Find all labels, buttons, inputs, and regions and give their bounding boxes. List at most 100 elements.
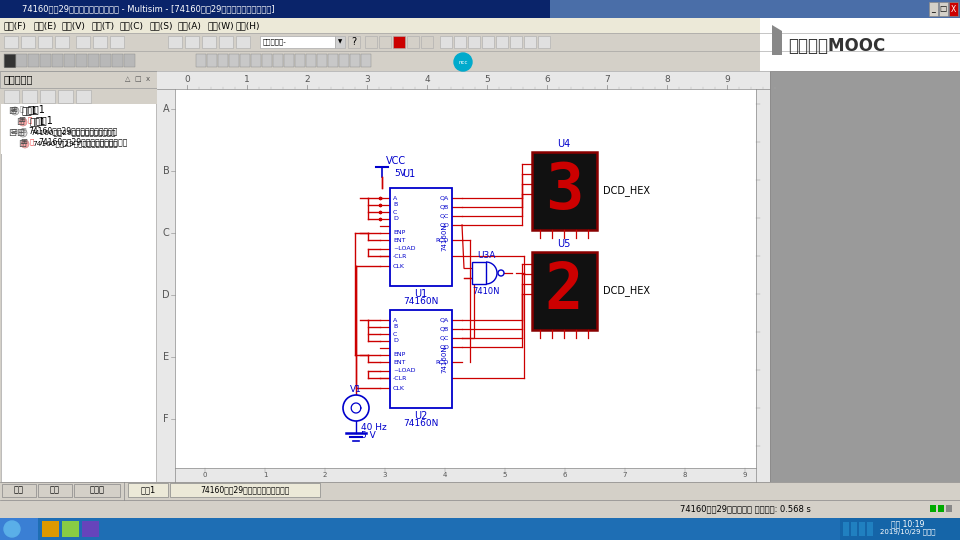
- Text: 74160组成29进制计数器（清零法）: 74160组成29进制计数器（清零法）: [32, 141, 117, 147]
- Text: 设计工具箱: 设计工具箱: [4, 74, 34, 84]
- Bar: [157, 89, 175, 482]
- Text: 74160N: 74160N: [441, 345, 447, 373]
- Bar: [468, 36, 480, 48]
- Text: 2019/10/29 星期二: 2019/10/29 星期二: [880, 529, 936, 535]
- Bar: [949, 2, 958, 16]
- Circle shape: [21, 140, 29, 148]
- Text: A: A: [393, 195, 397, 200]
- Text: ENT: ENT: [393, 238, 405, 242]
- Bar: [482, 36, 494, 48]
- Text: 电路1: 电路1: [140, 485, 156, 495]
- Text: QC: QC: [440, 335, 449, 341]
- Bar: [0, 0, 550, 18]
- Text: F: F: [163, 414, 169, 424]
- Bar: [0, 518, 38, 540]
- Bar: [38, 36, 52, 48]
- Text: QD: QD: [439, 345, 449, 349]
- Bar: [76, 54, 87, 67]
- Text: ⊞: ⊞: [20, 138, 27, 146]
- Bar: [0, 500, 960, 518]
- Bar: [851, 522, 857, 536]
- Text: 9: 9: [743, 472, 747, 478]
- Bar: [157, 71, 770, 482]
- Bar: [218, 54, 228, 67]
- Bar: [328, 54, 338, 67]
- Text: 5: 5: [503, 472, 507, 478]
- Text: 窗口(W): 窗口(W): [207, 22, 233, 30]
- Text: B: B: [393, 325, 397, 329]
- Text: 7: 7: [604, 76, 610, 84]
- Text: DCD_HEX: DCD_HEX: [603, 286, 650, 296]
- Bar: [4, 36, 18, 48]
- Bar: [510, 36, 522, 48]
- Text: 中国大学MOOC: 中国大学MOOC: [788, 37, 885, 55]
- Text: QC: QC: [440, 213, 449, 219]
- Circle shape: [454, 53, 472, 71]
- Text: △: △: [126, 76, 131, 82]
- Text: 3: 3: [364, 76, 370, 84]
- Text: 信息(S): 信息(S): [149, 22, 173, 30]
- Bar: [946, 505, 952, 512]
- Text: 工具(T): 工具(T): [91, 22, 114, 30]
- Bar: [390, 310, 452, 408]
- Bar: [0, 71, 157, 88]
- Bar: [110, 36, 124, 48]
- Bar: [4, 90, 19, 103]
- Bar: [128, 483, 168, 497]
- Circle shape: [19, 129, 27, 137]
- Bar: [16, 54, 27, 67]
- Bar: [538, 36, 550, 48]
- Text: 8: 8: [683, 472, 687, 478]
- Text: 1: 1: [263, 472, 267, 478]
- Text: 电路1: 电路1: [22, 106, 38, 116]
- Text: ⊞: ⊞: [18, 139, 26, 149]
- Bar: [295, 54, 305, 67]
- Text: 使用纸元件-: 使用纸元件-: [263, 39, 287, 45]
- Text: ENP: ENP: [393, 231, 405, 235]
- Text: 2: 2: [544, 260, 584, 322]
- Text: 转移(A): 转移(A): [178, 22, 202, 30]
- Text: ?: ?: [351, 37, 356, 47]
- Bar: [524, 36, 536, 48]
- Bar: [284, 54, 294, 67]
- Text: 74160组成29进制计数器（清零法）: 74160组成29进制计数器（清零法）: [201, 485, 290, 495]
- Text: ⊞: ⊞: [18, 116, 25, 125]
- Bar: [421, 36, 433, 48]
- Text: 🖿: 🖿: [28, 117, 33, 123]
- Text: 5: 5: [484, 76, 490, 84]
- Text: A: A: [162, 104, 169, 114]
- Bar: [229, 54, 239, 67]
- Text: 74160组成29进制计数器 仿真速度: 0.568 s: 74160组成29进制计数器 仿真速度: 0.568 s: [680, 504, 811, 514]
- Text: x: x: [146, 76, 150, 82]
- Bar: [157, 71, 770, 89]
- Circle shape: [19, 118, 27, 126]
- Bar: [840, 518, 960, 540]
- Bar: [0, 51, 960, 71]
- Text: 9: 9: [724, 76, 730, 84]
- Text: 编辑(E): 编辑(E): [33, 22, 57, 30]
- Circle shape: [498, 270, 504, 276]
- Text: ▼: ▼: [338, 39, 342, 44]
- Text: 电路1: 电路1: [30, 118, 46, 126]
- Text: ⊟: ⊟: [10, 126, 17, 136]
- Bar: [390, 188, 452, 286]
- Circle shape: [4, 521, 20, 537]
- Text: ⊞: ⊞: [10, 105, 17, 113]
- Text: 缩小: 缩小: [50, 485, 60, 495]
- Bar: [939, 2, 948, 16]
- Text: DCD_HEX: DCD_HEX: [603, 186, 650, 197]
- Bar: [440, 36, 452, 48]
- Bar: [770, 71, 960, 482]
- Bar: [185, 36, 199, 48]
- Bar: [55, 36, 69, 48]
- Text: VCC: VCC: [386, 156, 406, 166]
- Text: 电路1: 电路1: [28, 104, 46, 114]
- Text: 74160组成29进制计数器（清零法）: 74160组成29进制计数器（清零法）: [30, 130, 115, 136]
- Bar: [251, 54, 261, 67]
- Text: U3A: U3A: [477, 252, 495, 260]
- Bar: [175, 468, 756, 482]
- Text: -CLR: -CLR: [393, 253, 407, 259]
- Text: 8: 8: [664, 76, 670, 84]
- Bar: [0, 33, 960, 51]
- Bar: [379, 36, 391, 48]
